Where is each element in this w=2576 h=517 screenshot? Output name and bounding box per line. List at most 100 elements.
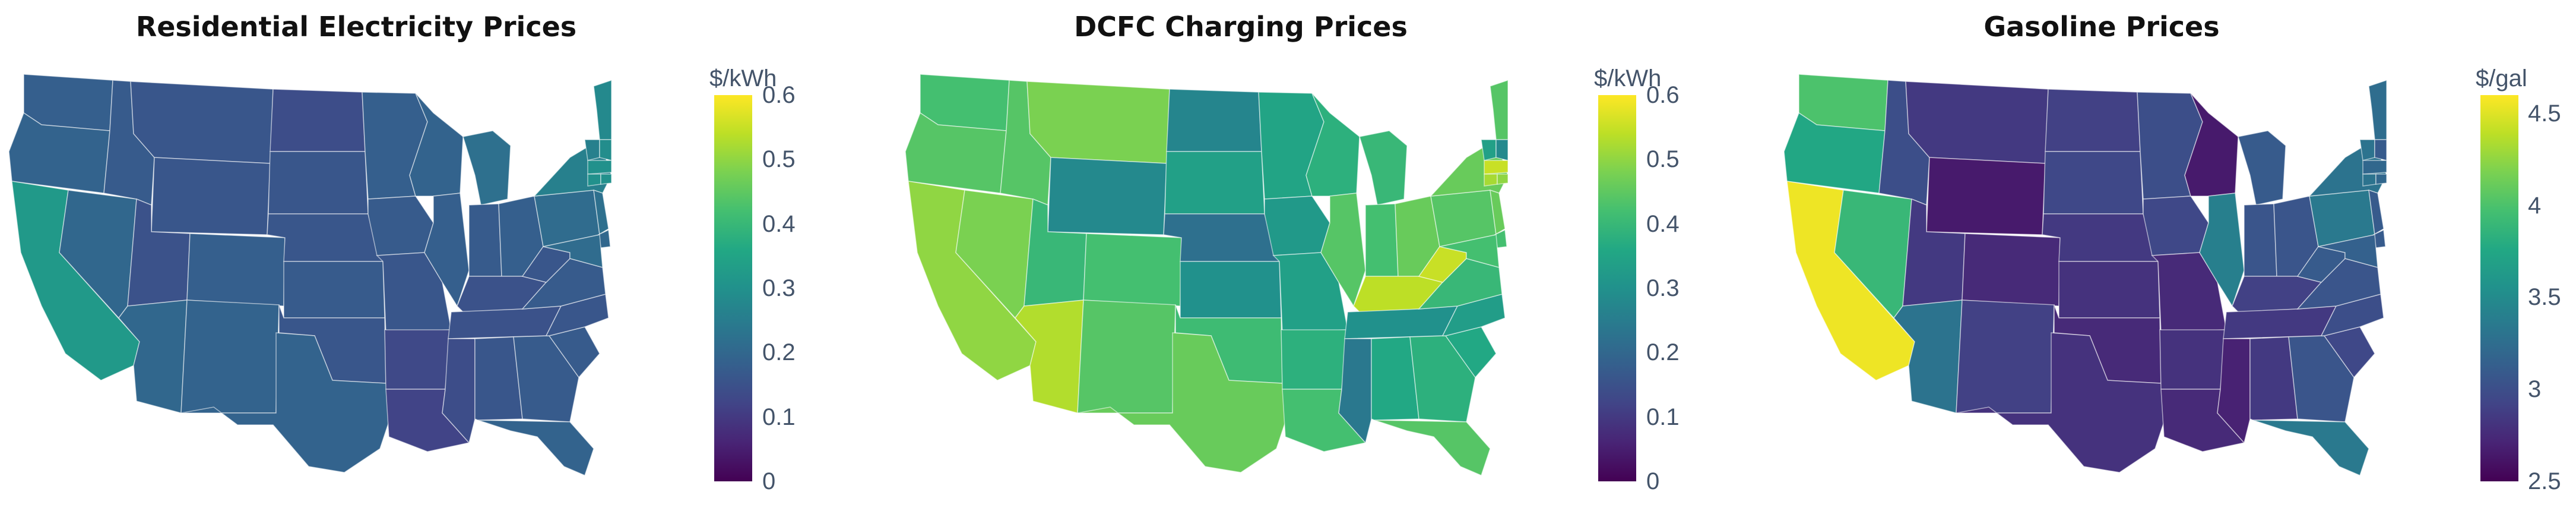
state-ct[interactable]: [1484, 174, 1498, 187]
colorbar-tick-label: 0.3: [762, 275, 796, 301]
state-ks[interactable]: [1180, 261, 1282, 319]
state-vt[interactable]: [1481, 139, 1497, 161]
state-tx[interactable]: [180, 332, 392, 473]
state-ia[interactable]: [2143, 196, 2209, 256]
state-fl[interactable]: [1374, 420, 1491, 477]
colorbar-tick-label: 0.1: [762, 403, 796, 430]
state-il[interactable]: [424, 193, 470, 307]
state-nj[interactable]: [1490, 189, 1506, 235]
state-ne[interactable]: [1163, 213, 1281, 262]
colorbar-tick-label: 0.2: [1646, 339, 1680, 366]
colorbar-tick-label: 4: [2528, 192, 2542, 219]
state-nh[interactable]: [599, 139, 611, 161]
colorbar-tick-label: 0.6: [1646, 82, 1680, 108]
state-nh[interactable]: [2374, 139, 2387, 161]
state-ri[interactable]: [600, 174, 611, 185]
state-nh[interactable]: [1495, 139, 1508, 161]
state-in[interactable]: [468, 203, 502, 277]
state-md[interactable]: [2318, 234, 2378, 269]
state-ct[interactable]: [587, 174, 601, 187]
state-fl[interactable]: [477, 420, 594, 477]
panel-gasoline: Gasoline Prices $/gal 2.5 3 3.5 4 4.5: [1745, 0, 2576, 517]
colorbar-unit: $/kWh: [709, 65, 777, 92]
state-co[interactable]: [1083, 233, 1182, 307]
state-wy[interactable]: [1047, 157, 1167, 235]
state-ks[interactable]: [2058, 261, 2160, 319]
colorbar-tick-label: 0: [1646, 468, 1660, 494]
state-nd[interactable]: [270, 89, 366, 152]
state-al[interactable]: [474, 336, 523, 421]
state-mi[interactable]: [462, 130, 511, 206]
state-ar[interactable]: [384, 329, 452, 390]
state-ga[interactable]: [513, 335, 579, 423]
state-nm[interactable]: [1956, 300, 2055, 414]
state-me[interactable]: [2368, 80, 2387, 140]
state-tx[interactable]: [1956, 332, 2168, 473]
state-in[interactable]: [2244, 203, 2277, 277]
state-fl[interactable]: [2252, 420, 2369, 477]
state-nd[interactable]: [2045, 89, 2141, 152]
state-mt[interactable]: [130, 81, 274, 164]
state-wy[interactable]: [1926, 157, 2046, 235]
state-il[interactable]: [2199, 193, 2245, 307]
state-ma[interactable]: [587, 160, 611, 175]
state-ar[interactable]: [1281, 329, 1348, 390]
state-sd[interactable]: [1164, 151, 1265, 215]
state-mt[interactable]: [1905, 81, 2049, 164]
map-title: Residential Electricity Prices: [135, 11, 577, 43]
state-ct[interactable]: [2362, 174, 2377, 187]
state-md[interactable]: [1439, 234, 1500, 269]
state-il[interactable]: [1320, 193, 1366, 307]
choropleth-map[interactable]: [1775, 56, 2387, 478]
state-me[interactable]: [593, 80, 611, 140]
state-me[interactable]: [1490, 80, 1508, 140]
state-md[interactable]: [543, 234, 603, 269]
state-sd[interactable]: [268, 151, 369, 215]
state-ia[interactable]: [367, 196, 434, 256]
state-ne[interactable]: [2042, 213, 2159, 262]
state-nm[interactable]: [180, 300, 280, 414]
state-ga[interactable]: [1409, 335, 1476, 423]
colorbar-tick-label: 3: [2528, 376, 2542, 403]
colorbar-tick-label: 0.4: [762, 210, 796, 237]
state-vt[interactable]: [2359, 139, 2375, 161]
state-al[interactable]: [1371, 336, 1420, 421]
state-nd[interactable]: [1166, 89, 1262, 152]
colorbar: [1598, 95, 1636, 481]
state-mt[interactable]: [1026, 81, 1170, 164]
state-ks[interactable]: [283, 261, 385, 319]
state-sd[interactable]: [2043, 151, 2144, 215]
state-vt[interactable]: [584, 139, 600, 161]
state-ne[interactable]: [267, 213, 384, 262]
state-ma[interactable]: [1484, 160, 1508, 175]
state-mi[interactable]: [2238, 130, 2286, 206]
panel-residential-electricity: Residential Electricity Prices $/kWh 0 0.…: [0, 0, 858, 517]
state-ga[interactable]: [2288, 335, 2355, 423]
colorbar-unit: $/gal: [2476, 65, 2527, 92]
state-wy[interactable]: [151, 157, 271, 235]
colorbar: [714, 95, 752, 481]
state-ia[interactable]: [1264, 196, 1330, 256]
colorbar: [2480, 95, 2518, 481]
colorbar-tick-label: 4.5: [2528, 100, 2561, 127]
state-nm[interactable]: [1077, 300, 1176, 414]
map-title: Gasoline Prices: [1984, 11, 2220, 43]
state-nj[interactable]: [2368, 189, 2384, 235]
state-in[interactable]: [1365, 203, 1399, 277]
colorbar-unit: $/kWh: [1594, 65, 1662, 92]
state-co[interactable]: [1962, 233, 2061, 307]
colorbar-tick-label: 0.3: [1646, 275, 1680, 301]
state-mi[interactable]: [1359, 130, 1408, 206]
state-al[interactable]: [2249, 336, 2298, 421]
colorbar-tick-label: 0.5: [762, 146, 796, 173]
colorbar-tick-label: 0.4: [1646, 210, 1680, 237]
choropleth-map[interactable]: [0, 56, 611, 478]
state-tx[interactable]: [1077, 332, 1289, 473]
state-ri[interactable]: [2375, 174, 2387, 185]
choropleth-map[interactable]: [896, 56, 1508, 478]
state-ma[interactable]: [2362, 160, 2387, 175]
state-ar[interactable]: [2159, 329, 2227, 390]
state-nj[interactable]: [593, 189, 609, 235]
state-ri[interactable]: [1497, 174, 1508, 185]
state-co[interactable]: [186, 233, 286, 307]
